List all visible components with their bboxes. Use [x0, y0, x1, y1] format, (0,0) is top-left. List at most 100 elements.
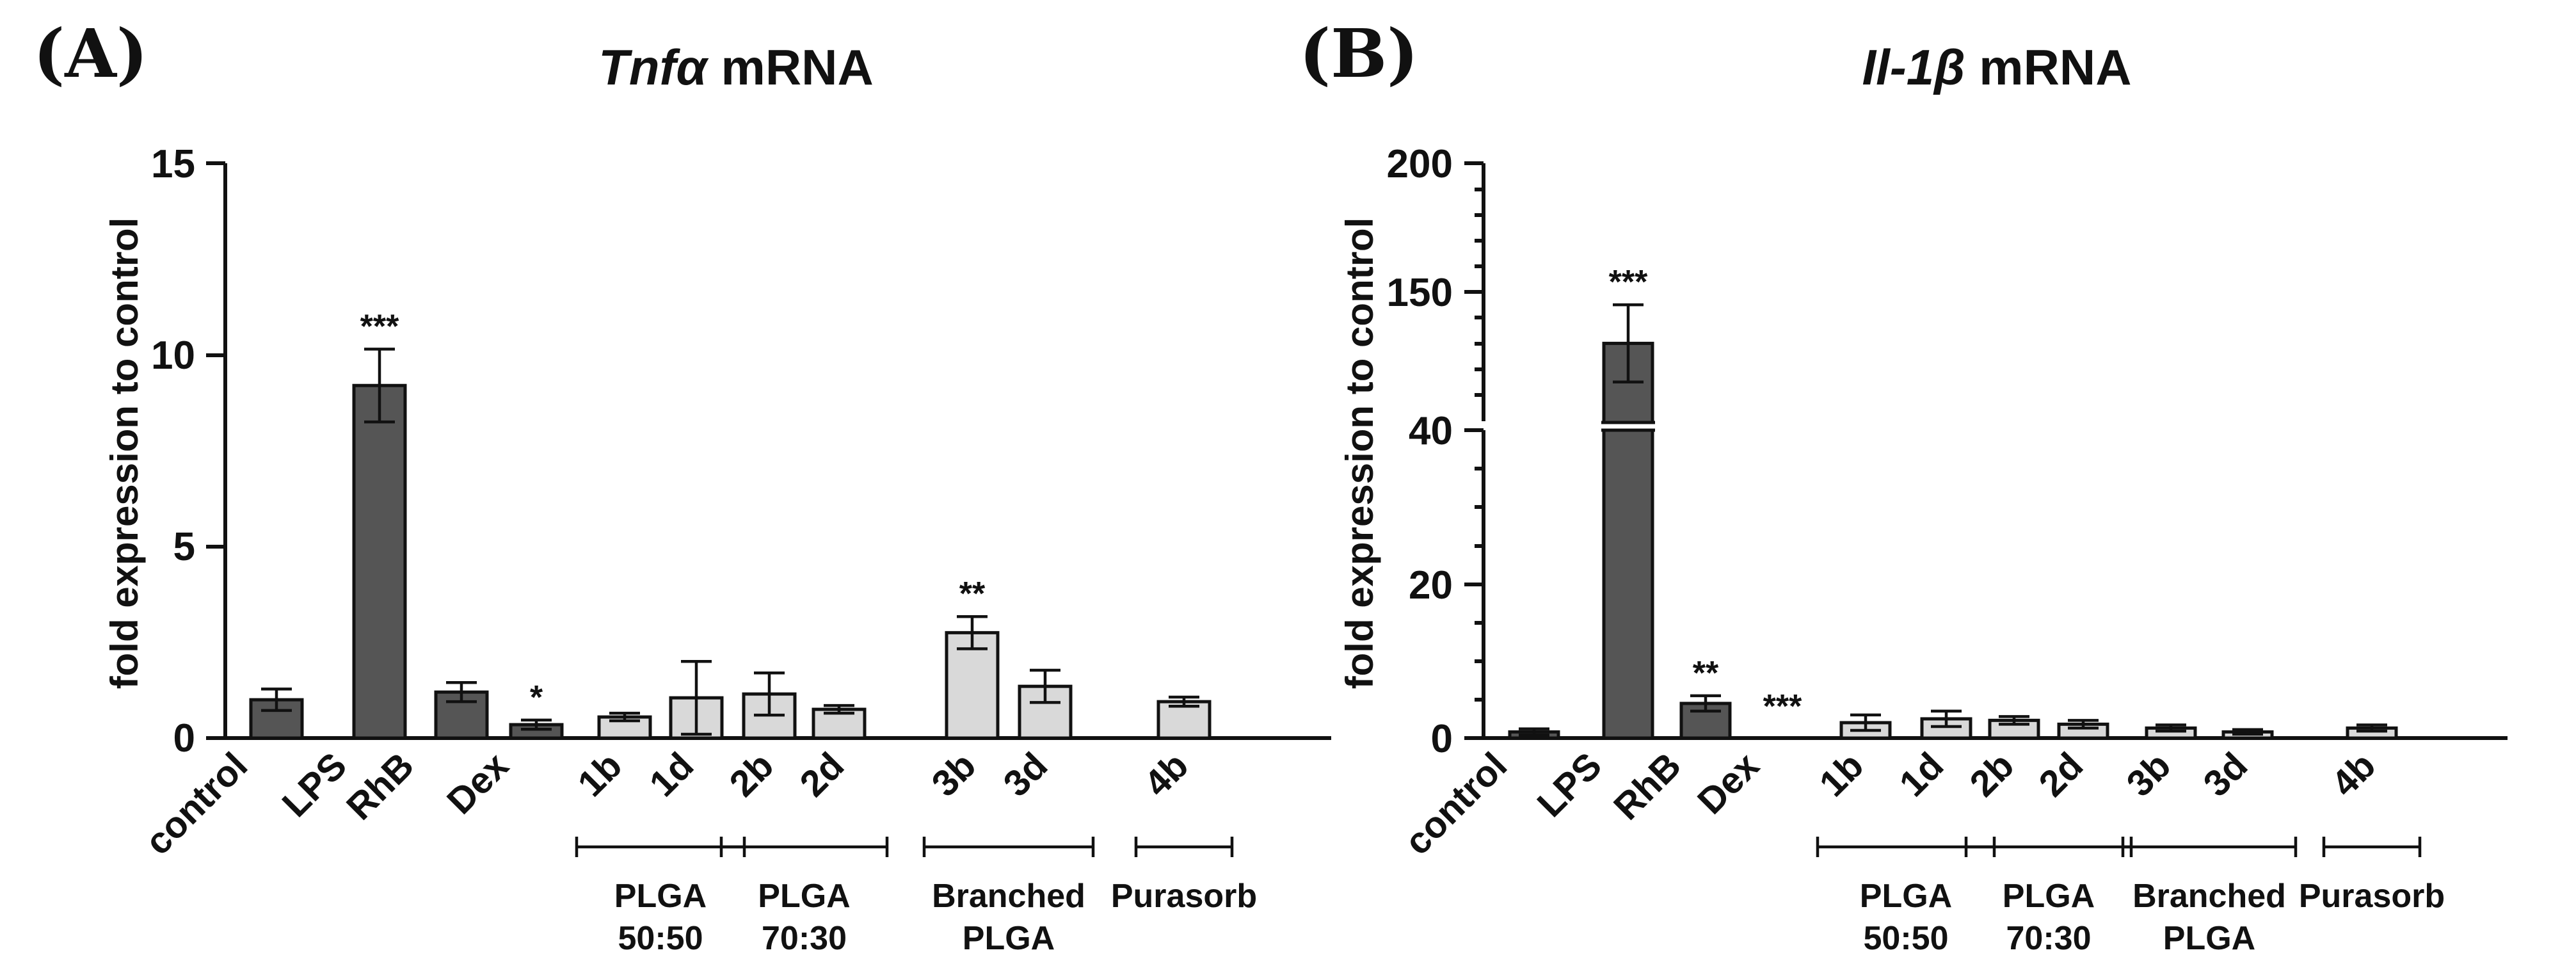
- error-bar-a-RhB: [446, 680, 477, 704]
- x-tick-label-b-control: control: [1396, 744, 1515, 863]
- error-bar-b-2d: [2068, 719, 2099, 730]
- x-tick-label-b-1d: 1d: [1891, 744, 1951, 805]
- error-bar-b-3d: [2232, 728, 2263, 736]
- x-tick-label-a-control: control: [137, 744, 255, 863]
- error-bar-a-LPS: [364, 348, 395, 424]
- x-tick-label-a-RhB: RhB: [339, 744, 422, 828]
- bars-b: [1508, 341, 2398, 740]
- error-bar-b-1d: [1931, 709, 1962, 728]
- x-tick-label-a-3b: 3b: [924, 744, 984, 805]
- group-bracket-b-purasorb: [2322, 837, 2422, 857]
- panel-a: (A) Tnfα mRNA fold expression to control…: [33, 14, 1331, 957]
- group-label-b-plga-5050-line1: PLGA: [1860, 878, 1952, 915]
- x-tick-label-a-LPS: LPS: [274, 744, 355, 825]
- error-bar-a-1b: [609, 711, 640, 723]
- x-tick-label-a-Dex: Dex: [439, 744, 516, 822]
- x-tick-label-b-Dex: Dex: [1690, 744, 1767, 822]
- error-bar-b-LPS: [1613, 303, 1644, 383]
- y-tick-label-b-150: 150: [1387, 271, 1453, 315]
- group-label-b-branched-plga-line1: Branched: [2132, 878, 2286, 915]
- x-tick-label-b-2b: 2b: [1962, 744, 2022, 805]
- error-bar-a-2d: [824, 704, 854, 715]
- error-bar-a-2b: [754, 671, 785, 717]
- chart-title-suffix-a: mRNA: [707, 39, 874, 95]
- significance-a-Dex: *: [530, 679, 543, 716]
- y-tick-label-a-0: 0: [173, 716, 195, 760]
- significance-b-Dex: ***: [1763, 688, 1802, 725]
- group-label-a-plga-7030-line2: 70:30: [762, 920, 847, 957]
- x-tick-label-a-2b: 2b: [721, 744, 781, 805]
- error-bar-b-RhB: [1690, 694, 1721, 713]
- error-bar-a-3b: [957, 615, 988, 650]
- error-bar-a-4b: [1169, 695, 1199, 708]
- error-bar-b-1b: [1850, 713, 1881, 732]
- error-bar-a-Dex: [521, 718, 552, 731]
- group-label-a-branched-plga-line1: Branched: [932, 878, 1085, 915]
- y-tick-label-b-0: 0: [1431, 717, 1453, 761]
- y-tick-label-b-40: 40: [1409, 409, 1453, 453]
- panel-b: (B) Il-1β mRNA fold expression to contro…: [1299, 14, 2508, 957]
- group-label-a-plga-5050-line2: 50:50: [618, 920, 703, 957]
- bar-a-4b: [1156, 700, 1212, 740]
- significance-b-LPS: ***: [1609, 264, 1648, 301]
- y-tick-label-a-10: 10: [151, 334, 195, 378]
- y-tick-label-a-15: 15: [151, 142, 195, 186]
- group-bracket-a-plga-7030: [719, 837, 889, 857]
- significance-b-RhB: **: [1693, 655, 1719, 692]
- error-bar-b-4b: [2356, 723, 2387, 733]
- chart-title-suffix-b: mRNA: [1965, 39, 2132, 95]
- error-bar-b-3b: [2156, 723, 2186, 733]
- error-bar-a-control: [261, 688, 292, 712]
- group-label-b-purasorb-line1: Purasorb: [2299, 878, 2445, 915]
- panel-label-b: (B): [1299, 14, 1418, 93]
- x-tick-label-b-2d: 2d: [2031, 744, 2091, 805]
- error-bar-a-3d: [1030, 668, 1060, 704]
- significance-markers-b: ********: [1609, 264, 1802, 725]
- chart-title-b: Il-1β mRNA: [1862, 39, 2131, 95]
- error-bar-b-control: [1519, 727, 1549, 737]
- significance-a-LPS: ***: [360, 308, 399, 345]
- group-bracket-b-branched-plga: [2121, 837, 2298, 857]
- bar-a-LPS: [352, 383, 407, 740]
- y-tick-label-b-20: 20: [1409, 563, 1453, 607]
- chart-title-a: Tnfα mRNA: [598, 39, 874, 95]
- error-bars-a: [261, 348, 1199, 736]
- axis-break-b: [1600, 421, 1656, 432]
- group-label-a-branched-plga-line2: PLGA: [963, 920, 1055, 957]
- group-label-b-plga-5050-line2: 50:50: [1864, 920, 1949, 957]
- y-axis-title-a: fold expression to control: [103, 218, 146, 689]
- group-label-b-plga-7030-line1: PLGA: [2003, 878, 2095, 915]
- panel-label-a: (A): [33, 14, 148, 93]
- y-axis-title-b: fold expression to control: [1338, 218, 1381, 689]
- bar-a-RhB: [434, 690, 489, 740]
- group-bracket-a-purasorb: [1134, 837, 1234, 857]
- chart-title-gene-a: Tnfα: [598, 39, 709, 95]
- x-tick-label-a-1d: 1d: [641, 744, 701, 805]
- error-bar-a-1d: [681, 660, 712, 736]
- x-tick-label-a-1b: 1b: [570, 744, 630, 805]
- y-tick-label-b-200: 200: [1387, 142, 1453, 186]
- bars-a: [249, 383, 1212, 740]
- x-tick-label-b-4b: 4b: [2323, 744, 2383, 805]
- y-tick-label-a-5: 5: [173, 525, 195, 569]
- group-label-a-purasorb-line1: Purasorb: [1111, 878, 1257, 915]
- group-bracket-a-plga-5050: [575, 837, 746, 857]
- x-tick-label-a-4b: 4b: [1136, 744, 1196, 805]
- group-brackets-b: PLGA 50:50 PLGA 70:30 Branched PLGA Purasorb: [1816, 837, 2445, 957]
- group-bracket-a-branched-plga: [922, 837, 1095, 857]
- chart-title-gene-b: Il-1β: [1862, 39, 1965, 95]
- significance-a-3b: **: [959, 575, 986, 613]
- group-brackets-a: PLGA 50:50 PLGA 70:30 Branched PLGA Purasorb: [575, 837, 1257, 957]
- error-bars-b: [1519, 303, 2387, 737]
- x-tick-label-b-3d: 3d: [2195, 744, 2255, 805]
- x-tick-label-b-RhB: RhB: [1606, 744, 1689, 828]
- group-label-b-plga-7030-line2: 70:30: [2006, 920, 2092, 957]
- x-tick-label-b-LPS: LPS: [1529, 744, 1610, 825]
- x-tick-label-a-3d: 3d: [995, 744, 1055, 805]
- x-tick-label-b-3b: 3b: [2118, 744, 2179, 805]
- significance-markers-a: ******: [360, 308, 986, 716]
- error-bar-b-2b: [1999, 715, 2029, 726]
